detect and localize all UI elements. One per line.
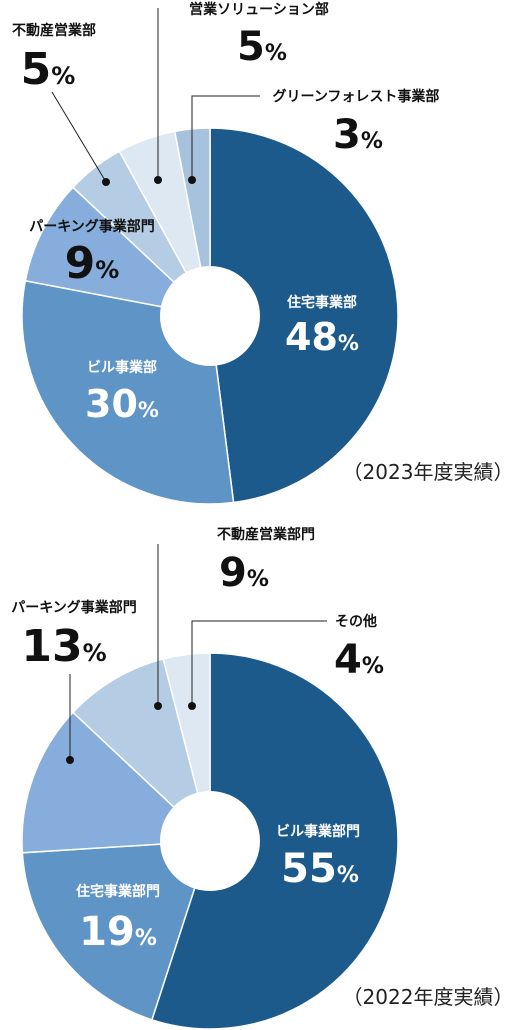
slice-label: 住宅事業部 (287, 294, 357, 311)
pie-slice-3 (24, 186, 213, 318)
leader-line (51, 91, 107, 183)
data-label: 30% (85, 382, 159, 426)
slice-label: 住宅事業部門 (76, 883, 160, 900)
leader-dot (102, 178, 110, 186)
donut-hole (160, 791, 260, 891)
pie-slice-4 (71, 657, 212, 844)
slice-label: ビル事業部門 (276, 823, 360, 840)
data-label: 3% (333, 112, 383, 158)
data-label: 13% (21, 621, 106, 672)
pie-slice-2 (21, 840, 212, 1021)
leader-dot (188, 176, 196, 184)
slice-label: その他 (335, 613, 377, 630)
leader-dot (66, 756, 74, 764)
slice-label: 不動産営業部門 (217, 526, 315, 543)
slice-label: ビル事業部 (87, 359, 157, 376)
chart-caption: （2022年度実績） (343, 985, 512, 1009)
pie-slice-1 (209, 127, 399, 504)
leader-dot (188, 702, 196, 710)
leader-line (191, 620, 327, 706)
data-label: 5% (237, 24, 287, 70)
data-label: 9% (65, 238, 120, 289)
donut-chart-2022: ビル事業部門 55% 住宅事業部門 19% パーキング事業部門 13% 不動産営業部門 9% そ… (11, 526, 512, 1030)
data-label: 19% (79, 909, 157, 955)
slice-label: 不動産営業部 (12, 22, 96, 39)
donut-hole (160, 266, 260, 366)
slice-label: パーキング事業部門 (29, 218, 155, 235)
leader-dot (154, 176, 162, 184)
data-label: 9% (219, 550, 269, 596)
leader-line (191, 95, 260, 180)
slice-label: パーキング事業部門 (11, 599, 137, 616)
slice-label: グリーンフォレスト事業部 (273, 88, 440, 105)
data-label: 55% (281, 846, 359, 892)
slice-label: 営業ソリューション部 (189, 1, 329, 18)
chart-caption: （2023年度実績） (343, 460, 512, 484)
data-label: 4% (334, 637, 384, 683)
data-label: 5% (21, 44, 76, 95)
leader-dot (154, 702, 162, 710)
data-label: 48% (285, 315, 359, 359)
donut-chart-2023: 住宅事業部 48% ビル事業部 30% パーキング事業部門 9% 不動産営業部 5% 営業ソリュ… (12, 1, 512, 505)
pie-slice-1 (150, 652, 399, 1030)
pie-slice-3 (21, 711, 212, 854)
